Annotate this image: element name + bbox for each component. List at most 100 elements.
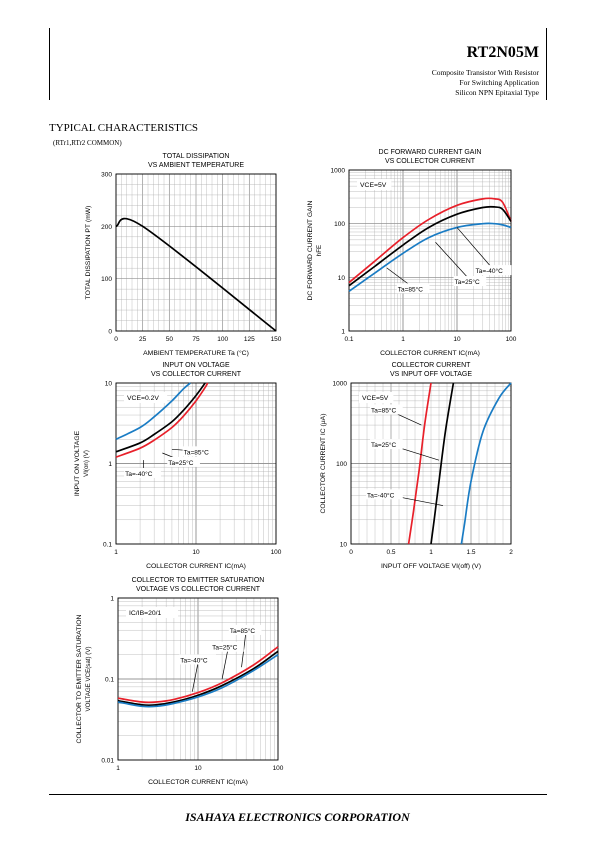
y-tick-label: 1: [341, 329, 345, 336]
plot-frame: [115, 173, 277, 332]
y-tick-label: 1000: [331, 168, 346, 175]
series-line-red: [348, 197, 512, 284]
y-tick-label: 1: [110, 596, 114, 603]
y-tick-label: 300: [101, 172, 112, 179]
x-tick-label: 125: [244, 336, 255, 343]
header-frame: [49, 28, 547, 100]
x-tick-label: 50: [166, 336, 174, 343]
series-line-black: [115, 217, 277, 332]
series-line-red: [115, 382, 209, 458]
x-axis-label: COLLECTOR CURRENT IC(mA): [146, 563, 246, 570]
annotation-label: Ta=85°C: [398, 285, 423, 293]
condition-label-bg: [357, 179, 392, 190]
y-tick-label: 1000: [333, 381, 348, 388]
y-axis-label: COLLECTOR TO EMITTER SATURATION: [76, 614, 83, 743]
x-axis-label: COLLECTOR CURRENT IC(mA): [148, 779, 248, 786]
annotation-label: Ta=-40°C: [180, 656, 208, 664]
x-tick-label: 10: [192, 549, 200, 556]
annotation-bg: [228, 624, 262, 635]
plot-frame: [115, 382, 277, 545]
condition-label-bg: [124, 392, 168, 403]
section-title: TYPICAL CHARACTERISTICS: [49, 122, 199, 134]
y-axis-label: TOTAL DISSIPATION PT (mW): [85, 206, 92, 300]
annotation-leader: [221, 646, 229, 680]
annotation-bg: [474, 265, 512, 276]
series-line-blue: [115, 382, 191, 441]
x-tick-label: 100: [217, 336, 228, 343]
series-line-blue: [348, 222, 512, 292]
x-tick-label: 10: [453, 336, 461, 343]
y-tick-label: 200: [101, 224, 112, 231]
x-tick-label: 150: [271, 336, 282, 343]
x-tick-label: 75: [192, 336, 200, 343]
annotation-bg: [211, 641, 244, 652]
condition-label: VCE=5V: [360, 182, 387, 189]
condition-label-bg: [126, 607, 178, 618]
series-line-blue: [460, 382, 512, 545]
y-axis-label: DC FORWARD CURRENT GAIN: [307, 200, 314, 300]
series-line-black: [430, 382, 455, 545]
y-tick-label: 100: [334, 221, 345, 228]
footer-divider: [49, 794, 547, 795]
annotation-label: Ta=85°C: [184, 448, 209, 456]
company-name: ISAHAYA ELECTRONICS CORPORATION: [185, 810, 410, 824]
section-subtitle: (RTr1,RTr2 COMMON): [53, 139, 122, 147]
x-tick-label: 0.1: [344, 336, 353, 343]
annotation-bg: [124, 467, 161, 478]
chart-title: DC FORWARD CURRENT GAIN: [379, 149, 482, 156]
annotation-leader: [241, 629, 247, 668]
x-axis-label: AMBIENT TEMPERATURE Ta (°C): [143, 349, 249, 357]
condition-label: IC/IB=20/1: [129, 610, 162, 617]
x-tick-label: 1: [116, 765, 120, 772]
y-tick-label: 0.1: [105, 677, 114, 684]
y-tick-label: 0.1: [103, 542, 112, 549]
x-tick-label: 1: [114, 549, 118, 556]
y-tick-label: 10: [338, 275, 346, 282]
x-tick-label: 0.5: [386, 549, 395, 556]
series-line-red: [407, 382, 432, 545]
x-tick-label: 0: [349, 549, 353, 556]
x-tick-label: 1.5: [466, 549, 475, 556]
annotation-bg: [179, 654, 217, 665]
x-axis-label: COLLECTOR CURRENT IC(mA): [380, 350, 480, 357]
chart-title: TOTAL DISSIPATION: [163, 153, 230, 160]
annotation-label: Ta=25°C: [455, 278, 480, 286]
chart-title: VS COLLECTOR CURRENT: [151, 371, 242, 378]
plot-frame: [117, 597, 279, 761]
x-tick-label: 100: [271, 549, 282, 556]
x-tick-label: 100: [273, 765, 284, 772]
x-tick-label: 1: [429, 549, 433, 556]
x-tick-label: 2: [509, 549, 513, 556]
chart-title: VS INPUT OFF VOLTAGE: [390, 371, 472, 378]
chart-title: VS COLLECTOR CURRENT: [385, 158, 476, 165]
annotation-bg: [167, 456, 200, 467]
x-tick-label: 1: [401, 336, 405, 343]
series-line-red: [117, 646, 279, 704]
x-tick-label: 10: [194, 765, 202, 772]
annotation-label: Ta=25°C: [212, 644, 237, 652]
chart-title: COLLECTOR TO EMITTER SATURATION: [132, 577, 265, 584]
chart-title: COLLECTOR CURRENT: [392, 362, 472, 369]
annotation-label: Ta=85°C: [371, 407, 396, 415]
chart-title: VOLTAGE VS COLLECTOR CURRENT: [136, 586, 261, 593]
x-axis-label: INPUT OFF VOLTAGE VI(off) (V): [381, 563, 481, 570]
plot-frame: [348, 169, 512, 332]
annotation-bg: [396, 283, 430, 294]
annotation-bg: [370, 404, 403, 415]
x-tick-label: 100: [506, 336, 517, 343]
y-axis-label: INPUT ON VOLTAGE: [74, 430, 81, 496]
annotation-label: Ta=-40°C: [367, 491, 395, 499]
annotation-label: Ta=25°C: [168, 459, 193, 467]
series-line-black: [117, 650, 279, 707]
chart-title: INPUT ON VOLTAGE: [162, 362, 230, 369]
chart-title: VS AMBIENT TEMPERATURE: [148, 162, 244, 169]
annotation-label: Ta=85°C: [230, 627, 255, 635]
y-axis-label: COLLECTOR CURRENT IC (μA): [320, 414, 327, 514]
condition-label-bg: [359, 392, 394, 403]
x-tick-label: 25: [139, 336, 147, 343]
annotation-label: Ta=-40°C: [475, 267, 503, 275]
y-axis-label-2: hFE: [316, 245, 323, 256]
y-axis-label-2: VI(on) (V): [83, 450, 90, 477]
part-number: RT2N05M: [466, 44, 539, 61]
y-tick-label: 10: [105, 381, 113, 388]
